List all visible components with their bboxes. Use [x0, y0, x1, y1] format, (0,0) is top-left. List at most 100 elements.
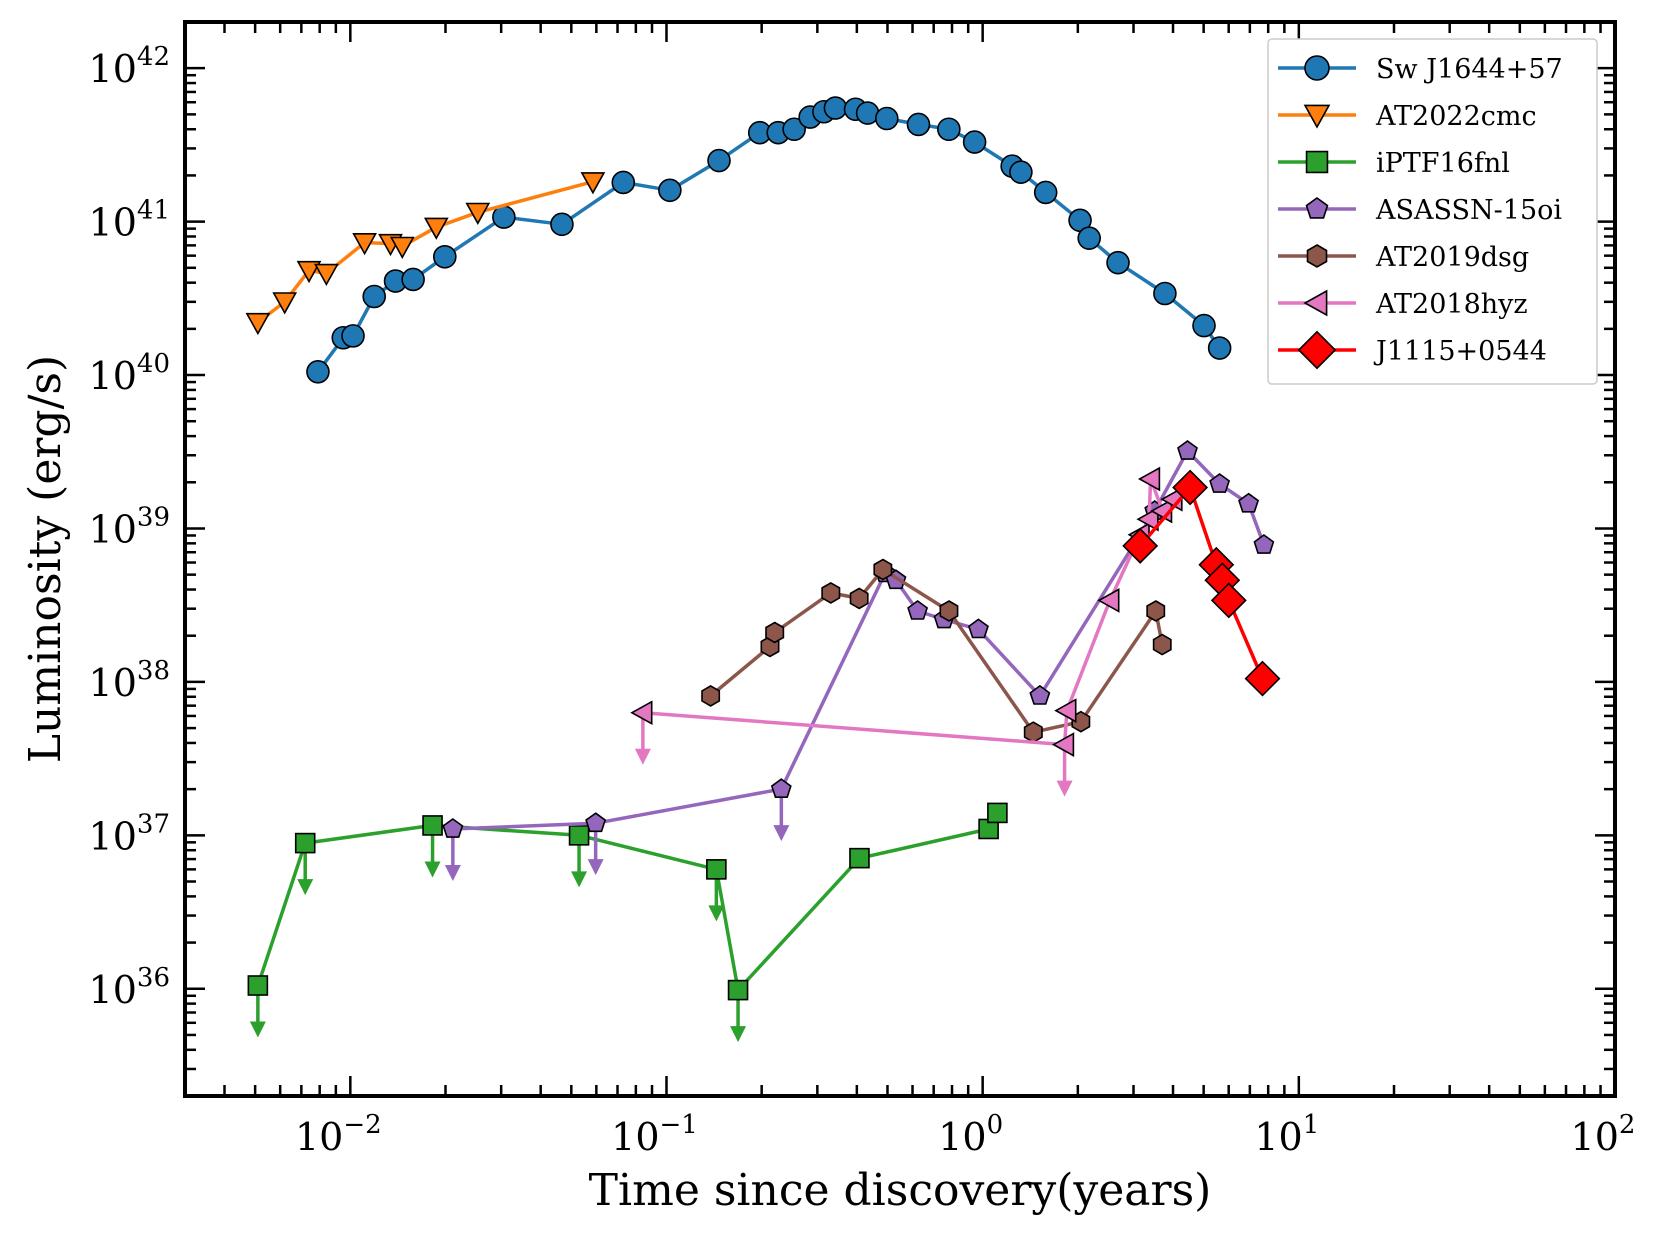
series-at2022cmc [245, 172, 606, 336]
data-point [352, 233, 377, 256]
data-point [1238, 492, 1260, 513]
legend-box [1267, 38, 1598, 385]
data-point [967, 618, 989, 639]
series-layer [245, 96, 1281, 1043]
data-point [937, 117, 961, 142]
data-point [492, 205, 516, 229]
legend-label: AT2022cmc [1375, 101, 1537, 132]
legend-item: AT2018hyz [1278, 289, 1528, 320]
legend-marker [1303, 289, 1328, 317]
legend-label: iPTF16fnl [1376, 148, 1510, 179]
data-point [423, 217, 449, 240]
y-tick-label: 1041 [89, 196, 170, 245]
y-tick-label: 1038 [89, 656, 170, 705]
data-point [630, 700, 653, 726]
data-point [701, 684, 721, 707]
data-point [306, 359, 330, 384]
data-point [1009, 160, 1033, 184]
upper-limit-arrowhead [1056, 780, 1073, 797]
upper-limit-arrowhead [730, 1026, 747, 1043]
data-point [821, 581, 841, 604]
data-point [341, 324, 365, 348]
upper-limit-arrowhead [424, 861, 441, 878]
data-point [296, 260, 322, 284]
data-point [727, 979, 749, 1001]
data-point [823, 96, 848, 120]
data-point [765, 621, 785, 644]
series-iptf16fnl [247, 802, 1008, 1043]
data-point [770, 778, 792, 799]
data-point [550, 212, 574, 237]
y-tick-label: 1037 [89, 809, 170, 858]
x-axis-title: Time since discovery(years) [589, 1165, 1212, 1216]
data-point [1253, 534, 1275, 554]
data-point [422, 815, 443, 836]
legend-marker [1306, 244, 1328, 268]
upper-limit-arrowhead [708, 905, 725, 922]
legend-item: J1115+0544 [1278, 330, 1547, 370]
data-point [849, 847, 870, 869]
data-point [314, 263, 339, 287]
data-point [389, 236, 415, 259]
data-point [962, 130, 987, 154]
legend: Sw J1644+57 AT2022cmc iPTF16fnl ASASSN-15oi… [1267, 38, 1598, 385]
data-point [1033, 180, 1058, 205]
upper-limit-arrowhead [297, 879, 314, 896]
data-point [580, 172, 606, 195]
data-point [849, 587, 869, 610]
y-tick-label: 1036 [89, 963, 170, 1012]
upper-limit-arrowhead [249, 1021, 266, 1038]
data-point [1122, 527, 1159, 564]
series-line-at2022cmc [256, 180, 594, 324]
y-tick-label: 1039 [89, 502, 170, 551]
upper-limit-arrowhead [587, 859, 604, 876]
x-tick-label: 100 [938, 1110, 1003, 1159]
data-point [1209, 473, 1231, 493]
data-point [401, 267, 425, 292]
data-point [1244, 660, 1281, 697]
data-point [465, 202, 491, 225]
data-point [362, 284, 387, 309]
data-point [272, 292, 298, 315]
legend-item: Sw J1644+57 [1278, 54, 1563, 85]
series-at2018hyz [630, 466, 1183, 797]
data-point [906, 112, 931, 137]
series-j1115-0544 [1122, 469, 1281, 697]
data-point [658, 178, 682, 203]
data-point [1106, 250, 1130, 275]
data-point [873, 558, 893, 581]
upper-limit-arrowhead [444, 864, 461, 881]
legend-label: ASASSN-15oi [1375, 195, 1562, 226]
data-point [1136, 506, 1159, 532]
upper-limit-arrowhead [571, 871, 588, 888]
x-tick-label: 101 [1254, 1110, 1319, 1159]
data-point [1097, 588, 1120, 613]
series-at2019dsg [701, 558, 1172, 744]
data-point [1172, 469, 1209, 506]
data-point [245, 312, 271, 336]
series-sw-j1644-57 [306, 96, 1232, 384]
legend-marker [1297, 330, 1337, 370]
data-point [1152, 633, 1172, 656]
data-point [907, 600, 929, 620]
data-point [1054, 698, 1077, 723]
data-point [707, 148, 731, 173]
data-point [585, 812, 607, 833]
data-point [1153, 281, 1177, 306]
upper-limit-arrowhead [634, 748, 651, 765]
data-point [1137, 466, 1161, 492]
y-axis-title: Luminosity (erg/s) [20, 355, 71, 763]
x-tick-label: 10−2 [295, 1110, 382, 1159]
data-point [706, 859, 727, 880]
data-point [1146, 600, 1166, 622]
legend-label: AT2019dsg [1375, 242, 1529, 273]
data-point [1051, 732, 1075, 757]
data-point [433, 244, 457, 269]
data-point [442, 818, 464, 838]
data-point [1177, 440, 1198, 460]
data-point [939, 600, 959, 622]
data-point [1023, 721, 1043, 744]
y-tick-label: 1042 [89, 42, 170, 91]
legend-label: AT2018hyz [1375, 289, 1528, 320]
